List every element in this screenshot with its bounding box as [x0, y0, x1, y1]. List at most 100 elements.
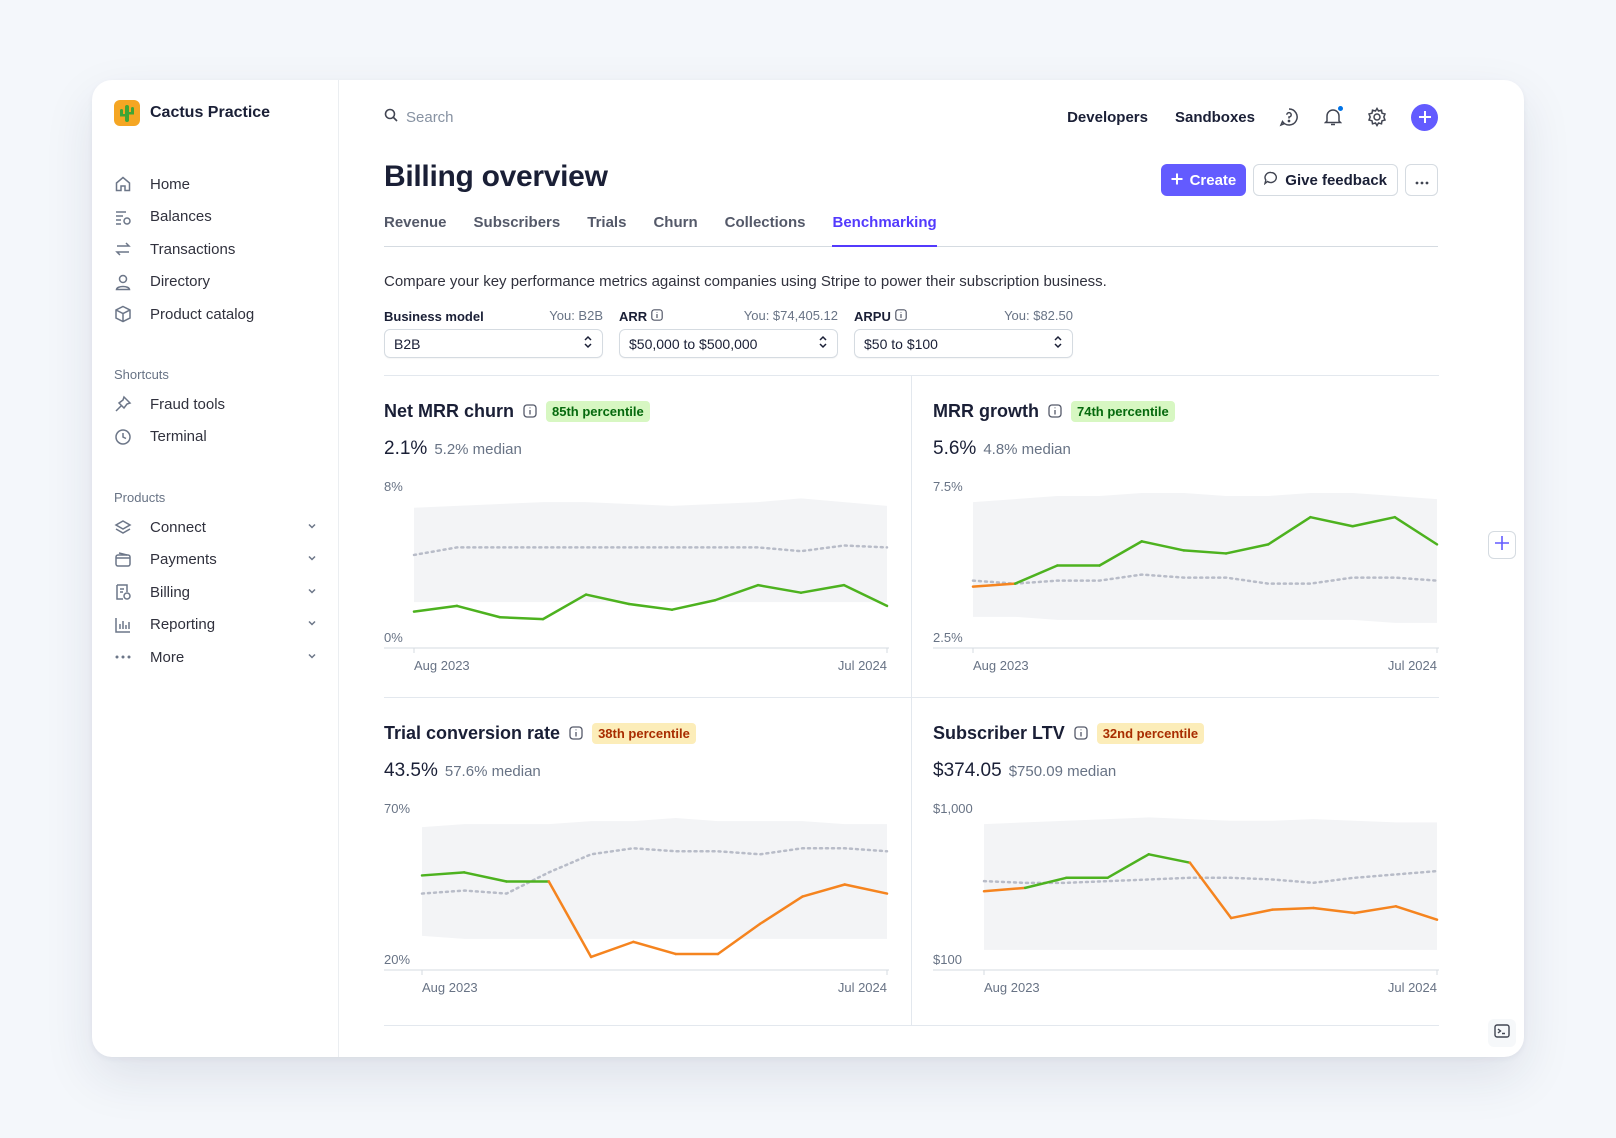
sidebar-item-fraud-tools[interactable]: Fraud tools [114, 388, 320, 421]
select-arrows-icon [818, 335, 828, 352]
global-create-button[interactable] [1411, 103, 1438, 131]
give-feedback-label: Give feedback [1285, 171, 1387, 189]
metric-value: 2.1% [384, 438, 428, 459]
chevron-down-icon[interactable] [306, 551, 320, 568]
tab-revenue[interactable]: Revenue [384, 214, 447, 231]
account-name: Cactus Practice [150, 104, 271, 121]
benchmark-chart: 70% 20% Aug 2023 Jul 2024 [384, 801, 889, 995]
select-value: $50 to $100 [864, 335, 938, 352]
sidebar-item-label: Payments [150, 551, 217, 569]
info-icon[interactable] [895, 308, 907, 324]
give-feedback-button[interactable]: Give feedback [1253, 164, 1398, 196]
series-segment [627, 602, 674, 611]
info-icon[interactable] [651, 308, 663, 324]
series-segment [1271, 906, 1315, 911]
developers-link[interactable]: Developers [1067, 108, 1148, 126]
tab-collections[interactable]: Collections [724, 214, 806, 231]
info-icon[interactable] [523, 404, 537, 418]
sidebar-item-label: Balances [150, 208, 212, 226]
sidebar-item-directory[interactable]: Directory [114, 266, 320, 299]
info-icon[interactable] [1048, 404, 1062, 418]
y-axis-max-label: $1,000 [933, 801, 973, 816]
series-segment [1394, 905, 1439, 921]
search-input[interactable]: Search [384, 108, 1040, 126]
notifications-icon[interactable] [1323, 105, 1344, 127]
arr-select[interactable]: $50,000 to $500,000 [619, 329, 838, 358]
series-segment [1267, 515, 1312, 546]
y-axis-min-label: 0% [384, 630, 403, 645]
sidebar-item-reporting[interactable]: Reporting [114, 609, 320, 642]
series-segment [1309, 515, 1354, 528]
topbar: Search Developers Sandboxes [384, 100, 1438, 134]
series-segment [758, 895, 804, 926]
sandboxes-link[interactable]: Sandboxes [1174, 108, 1255, 126]
x-axis-start-label: Aug 2023 [984, 980, 1040, 995]
sidebar-item-label: Billing [150, 583, 191, 601]
sidebar-item-product-catalog[interactable]: Product catalog [114, 298, 320, 331]
box-icon [114, 304, 140, 324]
select-arrows-icon [1053, 335, 1063, 352]
clock-icon [114, 427, 140, 447]
products-nav: Products Connect Payments Billing Report… [114, 490, 320, 674]
series-segment [412, 604, 459, 613]
chevron-down-icon[interactable] [306, 616, 320, 633]
sidebar-item-connect[interactable]: Connect [114, 511, 320, 544]
grid-divider [384, 697, 1439, 698]
tab-benchmarking[interactable]: Benchmarking [832, 214, 937, 247]
sidebar-item-payments[interactable]: Payments [114, 544, 320, 577]
chevron-down-icon[interactable] [306, 584, 320, 601]
percentile-badge: 85th percentile [546, 400, 650, 422]
shortcuts-title: Shortcuts [114, 367, 169, 382]
bar-chart-icon [114, 615, 140, 635]
filter-label: ARR [619, 308, 648, 324]
main-content: Search Developers Sandboxes Billing over… [340, 80, 1524, 1057]
tab-churn[interactable]: Churn [653, 214, 698, 231]
sidebar-item-billing[interactable]: Billing [114, 576, 320, 609]
benchmark-description: Compare your key performance metrics aga… [384, 273, 1107, 290]
series-segment [971, 582, 1017, 588]
sidebar-item-more[interactable]: More [114, 641, 320, 674]
account-switcher[interactable]: Cactus Practice [114, 100, 270, 126]
series-segment [1098, 540, 1143, 567]
create-button[interactable]: Create [1160, 164, 1247, 196]
tab-subscribers[interactable]: Subscribers [473, 214, 561, 231]
add-widget-button[interactable] [1488, 531, 1516, 559]
app-window: Cactus Practice Home Balances Transactio… [92, 80, 1524, 1057]
benchmark-chart: 7.5% 2.5% Aug 2023 Jul 2024 [933, 479, 1439, 673]
median-line [971, 573, 1439, 585]
tab-trials[interactable]: Trials [587, 214, 627, 231]
settings-gear-icon[interactable] [1367, 107, 1387, 127]
terminal-shell-button[interactable] [1488, 1019, 1516, 1047]
select-arrows-icon [583, 335, 593, 352]
sidebar-item-label: Product catalog [150, 305, 255, 323]
more-actions-button[interactable] [1405, 164, 1438, 196]
series-segment [799, 583, 846, 594]
business-model-select[interactable]: B2B [384, 329, 603, 358]
x-axis-end-label: Jul 2024 [1388, 658, 1437, 673]
plus-icon [1171, 172, 1183, 189]
chevron-down-icon[interactable] [306, 649, 320, 666]
series-segment [1106, 853, 1150, 880]
plus-icon [1494, 535, 1510, 556]
ellipsis-icon [1415, 172, 1429, 189]
metric-row: 2.1% 5.2% median [384, 438, 889, 460]
median-line [412, 544, 889, 557]
info-icon[interactable] [569, 726, 583, 740]
sidebar-item-terminal[interactable]: Terminal [114, 421, 320, 454]
series-segment [1140, 540, 1186, 552]
sidebar: Cactus Practice Home Balances Transactio… [92, 80, 339, 1057]
pin-icon [114, 394, 140, 414]
help-icon[interactable] [1279, 107, 1299, 127]
metric-row: 43.5% 57.6% median [384, 760, 889, 782]
balances-icon [114, 207, 140, 227]
chevron-down-icon[interactable] [306, 519, 320, 536]
median-line [420, 847, 889, 895]
sidebar-item-home[interactable]: Home [114, 168, 320, 201]
arpu-select[interactable]: $50 to $100 [854, 329, 1073, 358]
sidebar-item-balances[interactable]: Balances [114, 201, 320, 234]
info-icon[interactable] [1074, 726, 1088, 740]
benchmark-grid: Net MRR churn 85th percentile 2.1% 5.2% med… [384, 375, 1439, 1026]
sidebar-item-transactions[interactable]: Transactions [114, 233, 320, 266]
series-segment [1013, 564, 1059, 585]
card-title: Trial conversion rate [384, 722, 561, 743]
